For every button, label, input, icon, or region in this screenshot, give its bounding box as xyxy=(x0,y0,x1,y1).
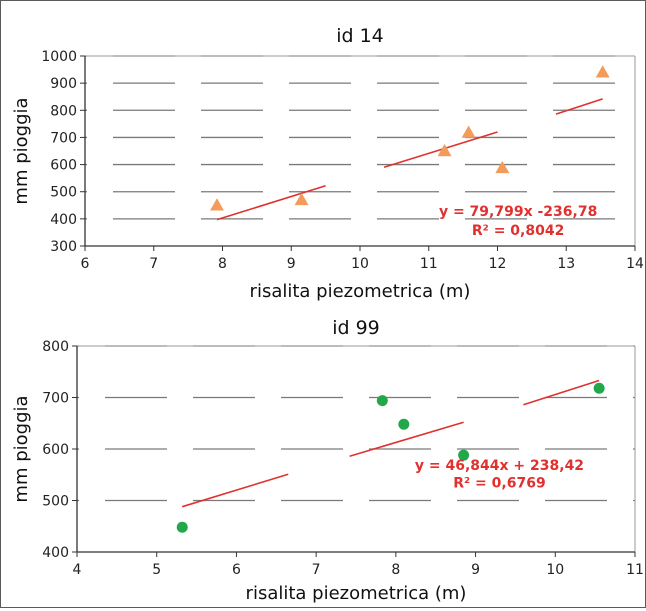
data-point-triangle xyxy=(495,160,510,174)
data-point-circle xyxy=(593,382,605,394)
chart-title: id 99 xyxy=(332,317,380,339)
data-point-circle xyxy=(458,449,470,461)
x-tick-label: 9 xyxy=(471,562,480,578)
trendline-segment xyxy=(383,131,498,169)
y-tick-label: 500 xyxy=(50,185,77,201)
trend-r-squared: R² = 0,6769 xyxy=(453,476,545,492)
data-point-circle xyxy=(176,521,188,533)
y-tick-label: 700 xyxy=(50,130,77,146)
y-tick-label: 400 xyxy=(42,545,69,561)
data-point-triangle xyxy=(437,144,452,157)
chart-id14: 300 400 500 600 700 800 900 1000 6 7 8 9 10 11 12 13 14 y… xyxy=(11,25,644,302)
y-tick-label: 800 xyxy=(50,103,77,119)
chart-id99: 400 500 600 700 800 4 5 6 7 8 9 10 11 y = 46,844x + 2… xyxy=(11,317,644,604)
trendline-segment xyxy=(349,421,464,457)
x-tick-label: 5 xyxy=(152,562,161,578)
chart-title: id 14 xyxy=(336,25,384,47)
x-tick-label: 9 xyxy=(287,256,296,272)
data-point-triangle xyxy=(595,65,610,78)
y-tick-label: 600 xyxy=(42,442,69,458)
trend-equation: y = 46,844x + 238,42 xyxy=(415,458,584,474)
trend-equation: y = 79,799x -236,78 xyxy=(439,204,597,220)
x-tick-label: 11 xyxy=(420,256,438,272)
x-tick-label: 7 xyxy=(312,562,321,578)
x-tick-label: 6 xyxy=(232,562,241,578)
x-tick-label: 8 xyxy=(391,562,400,578)
data-point-triangle xyxy=(461,125,476,138)
x-axis-label: risalita piezometrica (m) xyxy=(246,583,467,604)
y-tick-label: 300 xyxy=(50,239,77,255)
y-tick-label: 800 xyxy=(42,339,69,355)
x-tick-label: 7 xyxy=(149,256,158,272)
y-tick-label: 700 xyxy=(42,391,69,407)
x-tick-label: 6 xyxy=(81,256,90,272)
data-point-circle xyxy=(398,418,410,430)
data-point-circle xyxy=(376,395,388,407)
x-axis-label: risalita piezometrica (m) xyxy=(250,281,471,302)
trendline-segment xyxy=(216,184,326,221)
y-tick-label: 600 xyxy=(50,158,77,174)
x-tick-label: 4 xyxy=(73,562,82,578)
trendline-segment xyxy=(555,98,603,115)
y-tick-label: 400 xyxy=(50,212,77,228)
trend-r-squared: R² = 0,8042 xyxy=(472,223,564,239)
x-tick-label: 14 xyxy=(626,256,644,272)
y-tick-label: 1000 xyxy=(41,49,77,65)
y-axis-label: mm pioggia xyxy=(11,395,32,502)
x-tick-label: 10 xyxy=(351,256,369,272)
data-point-triangle xyxy=(210,198,224,211)
x-tick-label: 10 xyxy=(546,562,564,578)
data-point-triangle xyxy=(294,192,309,206)
y-axis-label: mm pioggia xyxy=(11,97,32,204)
trendline-segment xyxy=(523,379,600,406)
y-tick-label: 500 xyxy=(42,494,69,510)
x-tick-label: 11 xyxy=(626,562,644,578)
x-tick-label: 12 xyxy=(489,256,507,272)
x-tick-label: 8 xyxy=(218,256,227,272)
x-tick-label: 13 xyxy=(557,256,575,272)
trendline-segment xyxy=(181,473,289,508)
y-tick-label: 900 xyxy=(50,76,77,92)
